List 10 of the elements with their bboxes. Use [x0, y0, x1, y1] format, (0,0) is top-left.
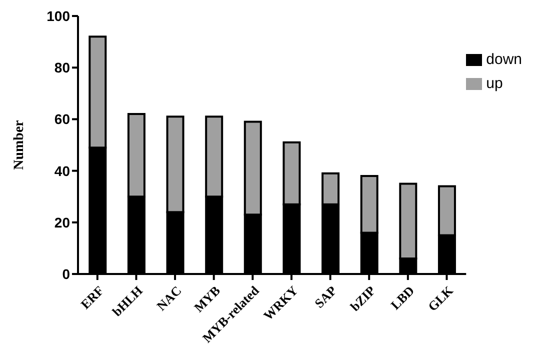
y-axis-title: Number: [12, 120, 27, 170]
y-tick-label: 100: [46, 8, 70, 24]
y-tick-label: 0: [62, 266, 70, 282]
y-tick-label: 20: [54, 214, 70, 230]
legend-label: up: [486, 75, 503, 92]
y-tick-label: 80: [54, 60, 70, 76]
y-tick-label: 40: [54, 162, 70, 179]
x-tick-label: SAP: [312, 282, 340, 311]
y-tick-label: 60: [54, 111, 70, 128]
legend-label: down: [486, 51, 522, 68]
